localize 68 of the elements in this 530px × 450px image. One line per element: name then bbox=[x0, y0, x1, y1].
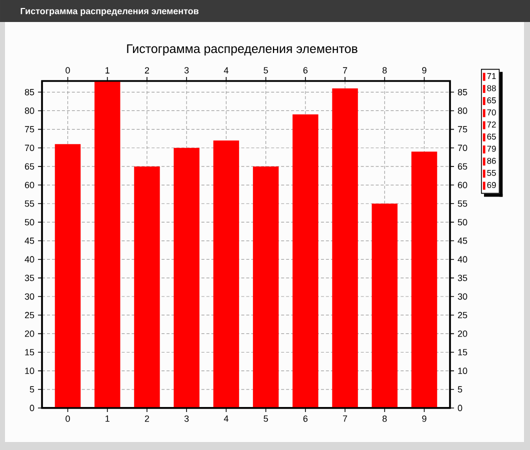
y-tick-label: 65 bbox=[24, 163, 34, 170]
x2-tick-label: 2 bbox=[144, 416, 150, 422]
legend-label: 69 bbox=[487, 182, 496, 188]
x-tick-label: 3 bbox=[184, 67, 189, 74]
y2-tick-label: 45 bbox=[458, 238, 468, 244]
x2-tick-label: 4 bbox=[224, 416, 228, 422]
x-tick-label: 7 bbox=[342, 67, 348, 74]
y2-tick-label: 60 bbox=[458, 182, 468, 188]
y-tick-label: 80 bbox=[24, 108, 34, 114]
legend-label: 79 bbox=[487, 146, 496, 152]
legend-label: 88 bbox=[487, 85, 496, 92]
y2-tick-label: 30 bbox=[458, 293, 468, 300]
y2-tick-label: 65 bbox=[458, 163, 468, 170]
x2-tick-label: 3 bbox=[184, 416, 189, 422]
legend-label: 71 bbox=[487, 73, 496, 80]
chart-title: Гистограмма распределения элементов bbox=[127, 44, 358, 56]
legend-label: 65 bbox=[487, 134, 496, 140]
y-tick-label: 20 bbox=[24, 330, 34, 337]
x-tick-label: 8 bbox=[382, 67, 387, 74]
y2-tick-label: 85 bbox=[458, 88, 468, 96]
y2-tick-label: 70 bbox=[458, 144, 468, 152]
y-tick-label: 5 bbox=[30, 386, 34, 393]
x2-tick-label: 6 bbox=[303, 416, 308, 422]
legend-label: 72 bbox=[487, 122, 496, 128]
x2-tick-label: 7 bbox=[342, 416, 348, 422]
y-tick-label: 50 bbox=[24, 219, 34, 226]
x-tick-label: 1 bbox=[106, 67, 110, 74]
y2-tick-label: 10 bbox=[458, 368, 468, 374]
x2-tick-label: 1 bbox=[106, 416, 110, 422]
legend-label: 70 bbox=[487, 109, 496, 116]
x-tick-label: 6 bbox=[303, 67, 308, 74]
x-tick-label: 5 bbox=[264, 67, 268, 74]
y2-tick-label: 40 bbox=[458, 256, 468, 263]
y2-tick-label: 0 bbox=[458, 404, 462, 412]
y-tick-label: 10 bbox=[25, 368, 34, 374]
y-tick-label: 70 bbox=[24, 144, 34, 152]
x2-tick-label: 9 bbox=[422, 416, 426, 422]
x-tick-label: 2 bbox=[144, 67, 150, 74]
y-tick-label: 75 bbox=[24, 126, 34, 132]
y-tick-label: 60 bbox=[24, 182, 34, 188]
y-tick-label: 45 bbox=[24, 238, 34, 244]
legend-label: 65 bbox=[487, 97, 496, 104]
y2-tick-label: 80 bbox=[458, 108, 468, 114]
y2-tick-label: 5 bbox=[458, 386, 462, 393]
y2-tick-label: 55 bbox=[458, 200, 468, 207]
y-tick-label: 0 bbox=[30, 404, 34, 412]
y-tick-label: 55 bbox=[24, 200, 34, 207]
y-tick-label: 25 bbox=[24, 312, 34, 318]
y2-tick-label: 35 bbox=[458, 274, 468, 282]
y-tick-label: 15 bbox=[25, 349, 34, 356]
y2-tick-label: 15 bbox=[458, 349, 468, 356]
legend-label: 55 bbox=[487, 170, 496, 176]
y-tick-label: 40 bbox=[24, 256, 34, 263]
y2-tick-label: 25 bbox=[458, 312, 468, 318]
text: Гистограмма распределения элементов bbox=[20, 8, 198, 16]
y-tick-label: 85 bbox=[24, 88, 34, 96]
x2-tick-label: 0 bbox=[66, 416, 70, 422]
y2-tick-label: 50 bbox=[458, 219, 468, 226]
y-tick-label: 30 bbox=[24, 293, 34, 300]
x-tick-label: 0 bbox=[66, 67, 70, 74]
x2-tick-label: 8 bbox=[382, 416, 387, 422]
y-tick-label: 35 bbox=[24, 274, 34, 282]
x-tick-label: 9 bbox=[422, 67, 426, 74]
x2-tick-label: 5 bbox=[264, 416, 268, 422]
x-tick-label: 4 bbox=[224, 67, 228, 74]
y2-tick-label: 20 bbox=[458, 330, 468, 337]
legend-label: 86 bbox=[487, 158, 496, 164]
y2-tick-label: 75 bbox=[458, 126, 468, 132]
